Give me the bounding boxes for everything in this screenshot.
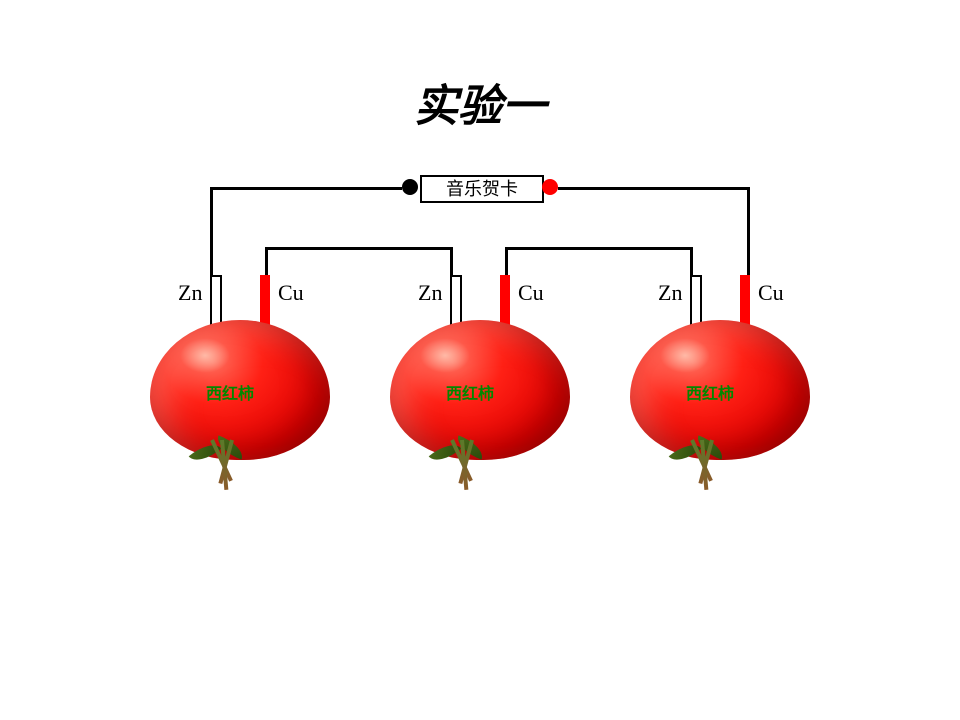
fruit-label: 西红柿: [620, 380, 800, 404]
terminal-negative-icon: [402, 179, 418, 195]
electrode-label-zn: Zn: [418, 280, 442, 306]
electrode-label-cu: Cu: [518, 280, 544, 306]
device-box: 音乐贺卡: [420, 175, 544, 203]
electrode-label-zn: Zn: [178, 280, 202, 306]
experiment-title: 实验一: [0, 70, 960, 134]
electrode-label-cu: Cu: [758, 280, 784, 306]
wire: [558, 187, 750, 190]
battery-cell: Zn Cu 西红柿: [620, 225, 820, 525]
terminal-positive-icon: [542, 179, 558, 195]
stem-icon: [430, 440, 490, 490]
electrode-label-cu: Cu: [278, 280, 304, 306]
battery-cell: Zn Cu 西红柿: [140, 225, 340, 525]
stem-icon: [670, 440, 730, 490]
wire: [210, 187, 402, 190]
fruit-label: 西红柿: [380, 380, 560, 404]
battery-cell: Zn Cu 西红柿: [380, 225, 580, 525]
stem-icon: [190, 440, 250, 490]
circuit-diagram: 音乐贺卡 Zn Cu 西红柿 Zn Cu: [140, 175, 820, 525]
fruit-label: 西红柿: [140, 380, 320, 404]
electrode-label-zn: Zn: [658, 280, 682, 306]
